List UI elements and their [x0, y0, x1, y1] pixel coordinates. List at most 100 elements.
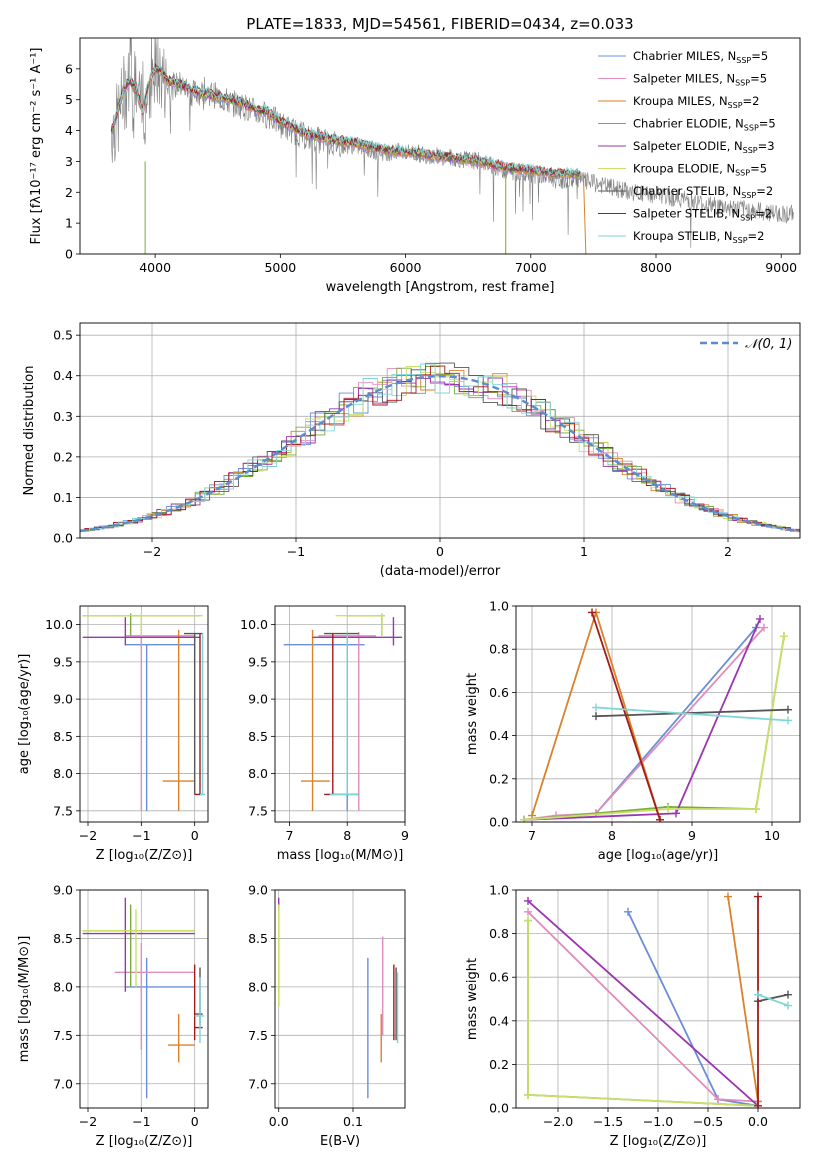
x-tick-label: −1.0 [643, 1114, 673, 1129]
data-point [82, 613, 203, 636]
data-point [162, 629, 195, 811]
weight-marker [714, 1095, 722, 1104]
x-tick-label: 0.0 [269, 1114, 289, 1129]
y-tick-label: 0.0 [489, 815, 509, 830]
data-point [312, 617, 403, 646]
y-tick-label: 9.0 [248, 692, 268, 707]
chart-residuals: −2 −1 0 1 2 0.0 0.1 0.2 0.3 0.4 0.5 (data-model)/er… [22, 322, 801, 579]
y-tick-label: 8.5 [53, 931, 73, 946]
x-tick-label: 1 [580, 544, 588, 559]
data-point [329, 633, 359, 796]
weight-marker [724, 892, 732, 901]
weight-marker [524, 896, 532, 905]
y-tick-label: 3 [65, 154, 73, 169]
x-tick-label: 8000 [640, 260, 672, 275]
data-point [125, 620, 195, 811]
weight-marker [592, 703, 600, 712]
x-tick-label: −2 [143, 544, 161, 559]
x-tick-label: 8 [343, 828, 351, 843]
x-axis-label: wavelength [Angstrom, rest frame] [326, 280, 555, 295]
y-tick-label: 0.3 [53, 409, 73, 424]
x-tick-label: 7 [285, 828, 293, 843]
legend-entry: 𝒩(0, 1) [745, 337, 792, 352]
y-tick-label: 6 [65, 61, 73, 76]
data-point [283, 644, 365, 811]
chart-mass-vs-Z: −2 −1 0 7.0 7.5 8.0 8.5 9.0 Z [log₁₀(Z/Z⊙)] mass … [17, 883, 209, 1149]
y-tick-label: 9.0 [53, 883, 73, 898]
y-tick-label: 0.8 [489, 642, 509, 657]
y-tick-label: 7.5 [53, 803, 73, 818]
y-tick-label: 0.8 [489, 926, 509, 941]
y-tick-label: 0.4 [53, 368, 73, 383]
weight-series [595, 706, 789, 722]
axes-frame [274, 605, 406, 823]
y-tick-label: 4 [65, 123, 73, 138]
axes-frame [79, 37, 801, 255]
weight-series [523, 627, 757, 821]
chart-weight-vs-Z: −2.0 −1.5 −1.0 −0.5 0.0 0.0 0.2 0.4 0.6 0.8 1.0 Z [… [465, 883, 801, 1149]
weight-series [757, 993, 789, 1003]
data-point [193, 964, 203, 1041]
data-point [125, 644, 195, 811]
weight-marker [672, 809, 680, 818]
data-point [125, 957, 195, 1099]
plot-area [283, 613, 403, 811]
y-tick-label: 9.5 [53, 654, 73, 669]
y-tick-label: 0.0 [489, 1101, 509, 1116]
weight-series [527, 920, 759, 1107]
legend-entry: Salpeter MILES, NSSP=5 [633, 72, 767, 88]
data-point [82, 909, 195, 987]
y-tick-label: 7.0 [53, 1076, 73, 1091]
y-tick-label: 1.0 [489, 883, 509, 898]
x-tick-label: 9 [401, 828, 409, 843]
y-tick-label: 8.5 [53, 729, 73, 744]
x-tick-label: 10 [764, 828, 780, 843]
x-axis-label: Z [log₁₀(Z/Z⊙)] [610, 1134, 707, 1149]
legend-entry: Salpeter STELIB, NSSP=2 [633, 207, 772, 223]
x-tick-label: −1.5 [593, 1114, 623, 1129]
model-edge [582, 173, 587, 254]
model-spectrum [110, 63, 581, 176]
chart-spectrum: 4000 5000 6000 7000 8000 9000 0 1 2 3 4 5 6 wavelengt… [29, 37, 801, 295]
data-point [168, 1014, 195, 1063]
y-tick-label: 0.1 [53, 490, 73, 505]
x-tick-label: 7000 [515, 260, 547, 275]
x-axis-label: (data-model)/error [380, 564, 501, 579]
y-axis-label: mass weight [465, 958, 480, 1040]
x-axis-label: E(B-V) [320, 1134, 360, 1149]
data-point [82, 904, 195, 987]
chart-age-vs-Z: −2 −1 0 7.5 8.0 8.5 9.0 9.5 10.0 Z [log₁₀(Z/Z⊙)] a… [17, 605, 209, 863]
weight-marker [752, 805, 760, 814]
y-tick-label: 8.0 [53, 766, 73, 781]
x-tick-label: 5000 [264, 260, 296, 275]
legend-entry: Chabrier STELIB, NSSP=2 [633, 184, 773, 200]
data-point [324, 633, 359, 796]
x-tick-label: −2.0 [543, 1114, 573, 1129]
plot-area [520, 608, 792, 822]
axes-frame [79, 322, 801, 539]
plot-area [82, 613, 206, 811]
y-tick-label: 5 [65, 92, 73, 107]
chart-age-vs-mass: 7 8 9 7.5 8.0 8.5 9.0 9.5 10.0 mass [log₁₀(M/M⊙)] [240, 605, 409, 863]
plot-area [278, 897, 399, 1099]
model-spectrum [111, 64, 581, 177]
y-tick-label: 8.0 [248, 979, 268, 994]
x-tick-label: 0 [191, 828, 199, 843]
y-tick-label: 7.5 [53, 1028, 73, 1043]
y-axis-label: Flux [fλ10⁻¹⁷ erg cm⁻² s⁻¹ A⁻¹] [29, 48, 44, 245]
axes-frame [515, 605, 801, 823]
weight-marker [656, 815, 664, 822]
y-tick-label: 0.6 [489, 970, 509, 985]
x-tick-label: 2 [724, 544, 732, 559]
weight-series [757, 993, 789, 1007]
weight-series [591, 612, 661, 821]
x-tick-label: 8 [608, 828, 616, 843]
weight-marker [588, 608, 596, 617]
y-tick-label: 7.0 [248, 1076, 268, 1091]
x-tick-label: −1 [132, 828, 150, 843]
x-tick-label: 0.1 [343, 1114, 363, 1129]
legend-entry: Chabrier ELODIE, NSSP=5 [633, 117, 776, 133]
weight-series [527, 920, 759, 1107]
weight-marker [784, 705, 792, 714]
weight-marker [754, 1101, 762, 1108]
